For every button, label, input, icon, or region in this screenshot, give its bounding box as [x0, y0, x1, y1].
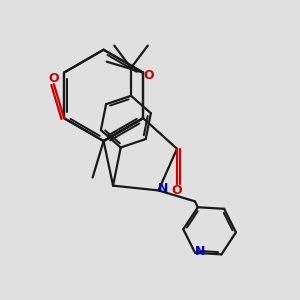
Text: O: O [143, 69, 154, 82]
Text: N: N [194, 245, 205, 258]
Text: N: N [158, 182, 168, 195]
Text: O: O [172, 184, 182, 197]
Text: O: O [49, 72, 59, 85]
